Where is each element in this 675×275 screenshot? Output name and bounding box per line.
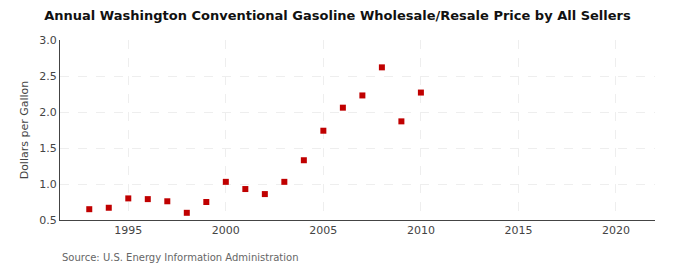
svg-text:1.0: 1.0 [39,178,57,191]
svg-text:2005: 2005 [309,224,337,237]
svg-text:2.5: 2.5 [39,70,57,83]
svg-text:0.5: 0.5 [39,214,57,227]
svg-text:2015: 2015 [504,224,532,237]
svg-text:3.0: 3.0 [39,34,57,47]
svg-text:2010: 2010 [407,224,435,237]
svg-text:2000: 2000 [212,224,240,237]
svg-text:2020: 2020 [602,224,630,237]
svg-text:2.0: 2.0 [39,106,57,119]
svg-text:Dollars per Gallon: Dollars per Gallon [18,81,31,180]
svg-text:1.5: 1.5 [39,142,57,155]
svg-text:Source: U.S. Energy Informatio: Source: U.S. Energy Information Administ… [62,252,299,263]
svg-text:1995: 1995 [114,224,142,237]
svg-text:Annual Washington Conventional: Annual Washington Conventional Gasoline … [44,8,631,23]
